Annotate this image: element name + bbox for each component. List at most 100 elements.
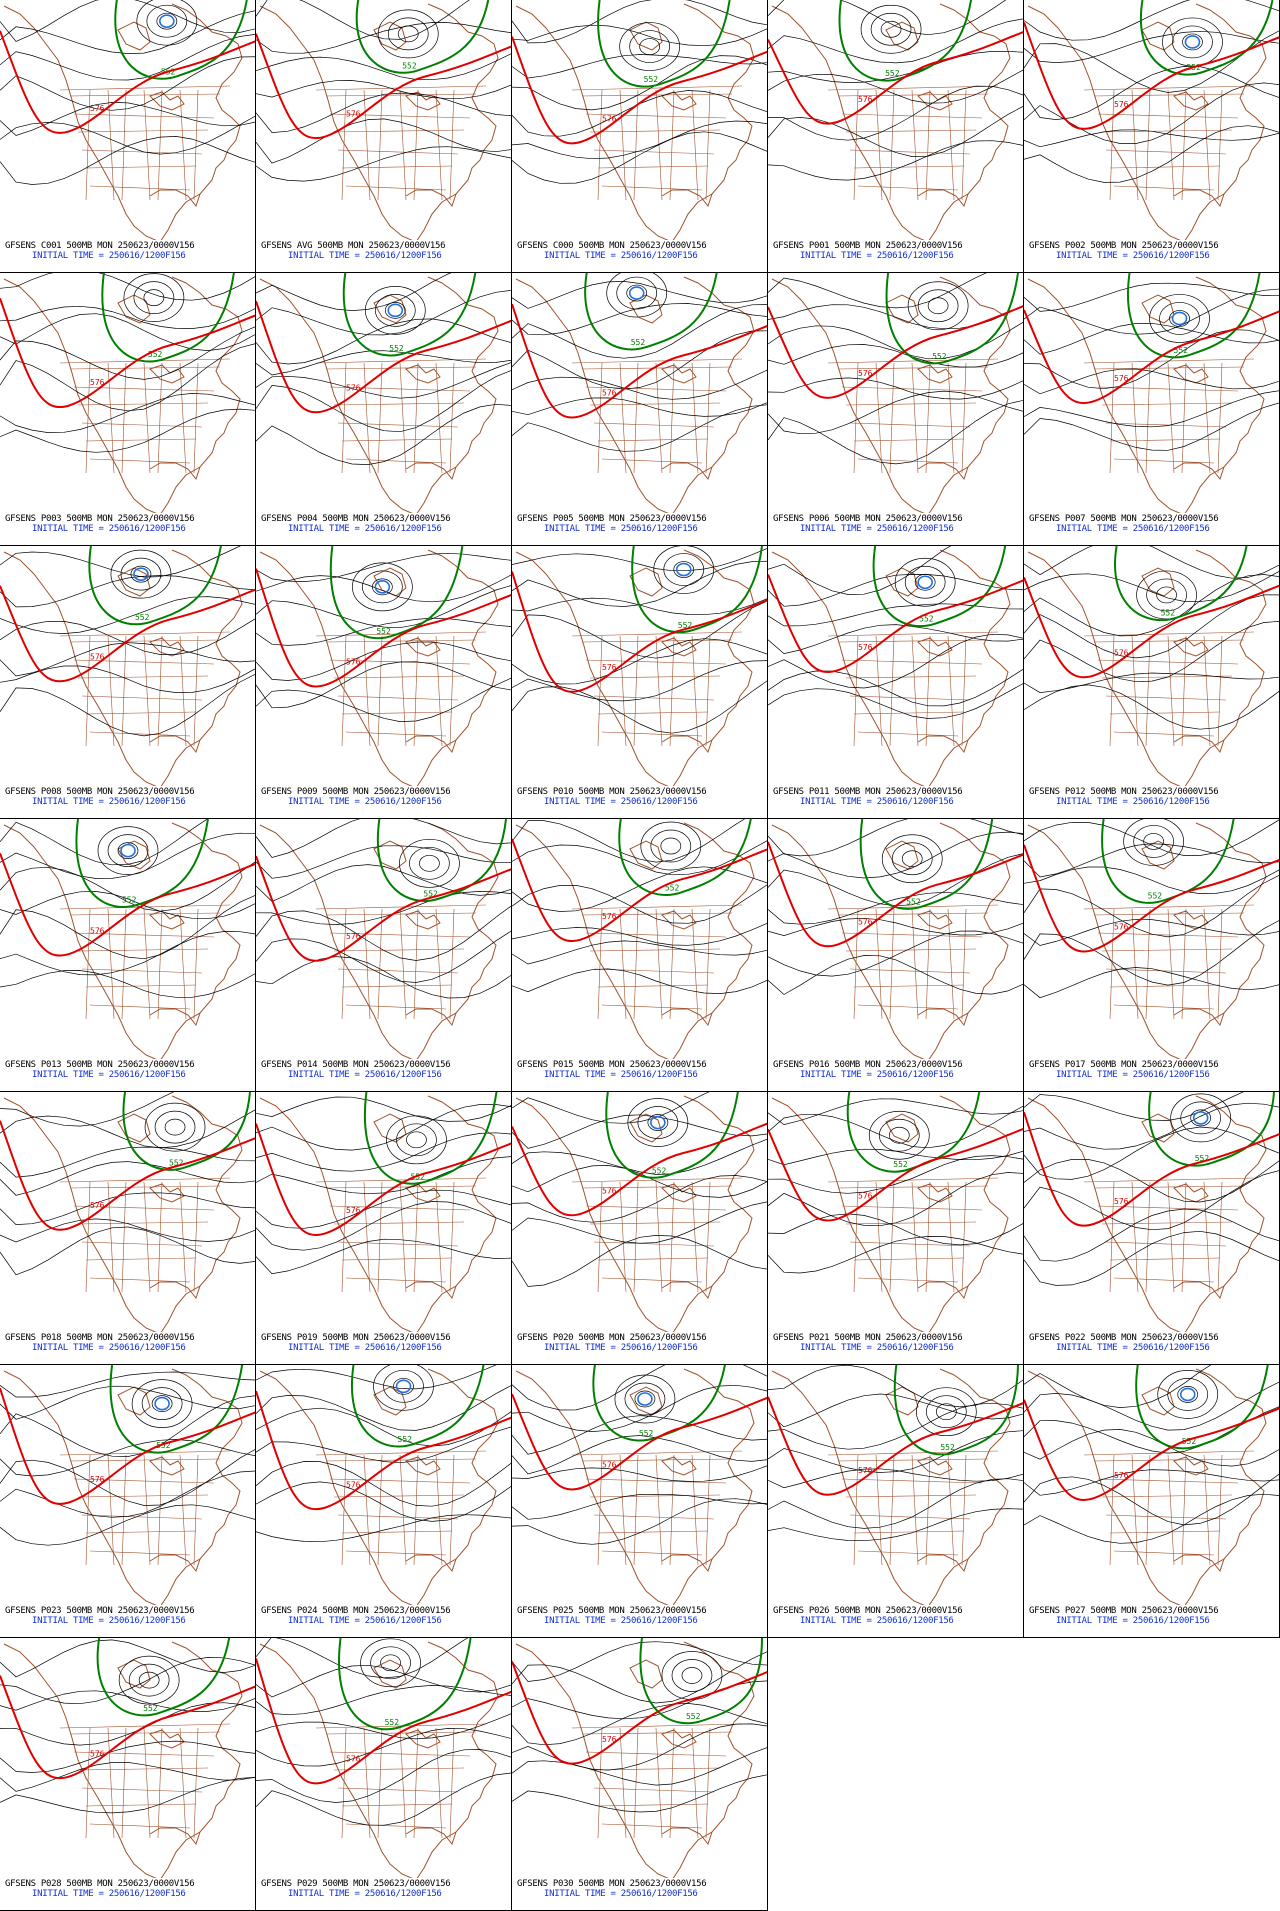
great-lakes <box>405 910 441 930</box>
height-contour <box>0 273 255 301</box>
border-canada <box>59 631 231 637</box>
height-contours <box>768 819 1023 995</box>
panel-title: GFSENS P011 500MB MON 250623/0000V156 <box>773 787 963 797</box>
contour-552 <box>631 546 763 634</box>
height-contour <box>768 1393 1023 1428</box>
height-contour <box>768 603 1023 627</box>
height-contour <box>256 1104 511 1151</box>
state-border <box>435 908 443 1020</box>
state-border <box>875 635 883 747</box>
state-border <box>597 438 709 442</box>
height-contour <box>0 1449 255 1506</box>
contour-576-label: 576 <box>346 658 361 667</box>
contour-576 <box>256 300 511 414</box>
initial-time-label: INITIAL TIME = 250616/1200F156 <box>544 1343 698 1353</box>
state-border <box>435 1727 443 1839</box>
ensemble-member-panel: 552 576 GFSENS P011 500MB MON 250623/0000V… <box>768 546 1024 819</box>
closed-contour <box>130 565 152 583</box>
state-border <box>341 1530 453 1534</box>
panel-title: GFSENS P019 500MB MON 250623/0000V156 <box>261 1333 451 1343</box>
hudson-bay <box>629 1113 663 1143</box>
state-border <box>413 1727 419 1839</box>
height-contours <box>256 552 511 722</box>
state-border <box>669 1454 675 1566</box>
contour-576-label: 576 <box>602 912 617 921</box>
height-contours <box>256 1365 511 1543</box>
contour-552-label: 552 <box>906 897 921 906</box>
state-border <box>889 1181 895 1293</box>
state-border <box>85 165 197 169</box>
closed-contour <box>384 302 406 319</box>
contour-552 <box>1114 546 1248 622</box>
state-border <box>413 635 419 747</box>
ensemble-member-panel: 552 576 GFSENS P022 500MB MON 250623/0000V… <box>1024 1092 1280 1365</box>
state-border <box>449 1454 455 1566</box>
state-border <box>157 89 163 201</box>
ensemble-member-panel: 552 576 GFSENS P003 500MB MON 250623/0000V… <box>0 273 256 546</box>
border-canada <box>1083 904 1255 910</box>
contour-552-label: 552 <box>402 61 417 70</box>
state-border <box>1145 89 1151 201</box>
border-canada <box>315 904 487 910</box>
coastline <box>515 822 755 1059</box>
contour-552-label: 552 <box>389 344 404 353</box>
closed-contour <box>640 821 702 871</box>
state-border <box>325 639 477 643</box>
state-border <box>597 908 603 1020</box>
height-contour <box>768 1098 1023 1125</box>
state-border <box>619 635 627 747</box>
height-contour <box>256 956 511 999</box>
low-center-contour <box>1171 311 1188 326</box>
coastline <box>259 1368 499 1605</box>
height-contour <box>256 641 511 681</box>
height-contours <box>256 1096 511 1275</box>
initial-time-label: INITIAL TIME = 250616/1200F156 <box>32 1616 186 1626</box>
state-border <box>947 362 955 474</box>
ensemble-member-panel: 552 576 GFSENS P005 500MB MON 250623/0000V… <box>512 273 768 546</box>
height-contour <box>512 940 767 965</box>
state-border <box>691 89 699 201</box>
contour-552-label: 552 <box>678 621 693 630</box>
contour-552-label: 552 <box>143 1704 158 1713</box>
state-border <box>947 89 955 201</box>
state-border <box>81 1787 203 1793</box>
state-border <box>85 984 197 988</box>
height-contour <box>0 1639 255 1678</box>
border-canada <box>571 1723 743 1729</box>
low-center-contour <box>628 286 645 300</box>
state-border <box>341 438 453 442</box>
panel-title: GFSENS P004 500MB MON 250623/0000V156 <box>261 514 451 524</box>
height-contour <box>256 1461 511 1507</box>
state-border <box>143 908 151 1020</box>
state-border <box>849 1514 971 1520</box>
height-contour <box>512 560 767 607</box>
contour-552 <box>96 1638 231 1717</box>
height-contour <box>256 1238 511 1275</box>
state-border <box>841 386 983 392</box>
contour-576-label: 576 <box>858 1192 873 1201</box>
geography-lines <box>771 3 1011 240</box>
state-border <box>593 149 715 155</box>
closed-contour <box>419 854 440 872</box>
contour-576-label: 576 <box>346 932 361 941</box>
great-lakes <box>661 91 697 111</box>
coastline <box>3 3 243 240</box>
state-border <box>1093 1185 1245 1189</box>
initial-time-label: INITIAL TIME = 250616/1200F156 <box>32 1070 186 1080</box>
state-border <box>143 89 151 201</box>
height-contour <box>1024 967 1279 999</box>
height-contour <box>256 1132 511 1172</box>
state-border <box>121 1181 127 1293</box>
closed-contour <box>627 1098 689 1147</box>
closed-contour <box>915 1387 977 1437</box>
state-border <box>1105 422 1227 428</box>
closed-contour <box>1170 1093 1232 1143</box>
state-border <box>691 1727 699 1839</box>
initial-time-label: INITIAL TIME = 250616/1200F156 <box>544 1616 698 1626</box>
closed-contour <box>396 1123 437 1157</box>
height-contour <box>768 1468 1023 1489</box>
height-contour <box>0 10 255 54</box>
